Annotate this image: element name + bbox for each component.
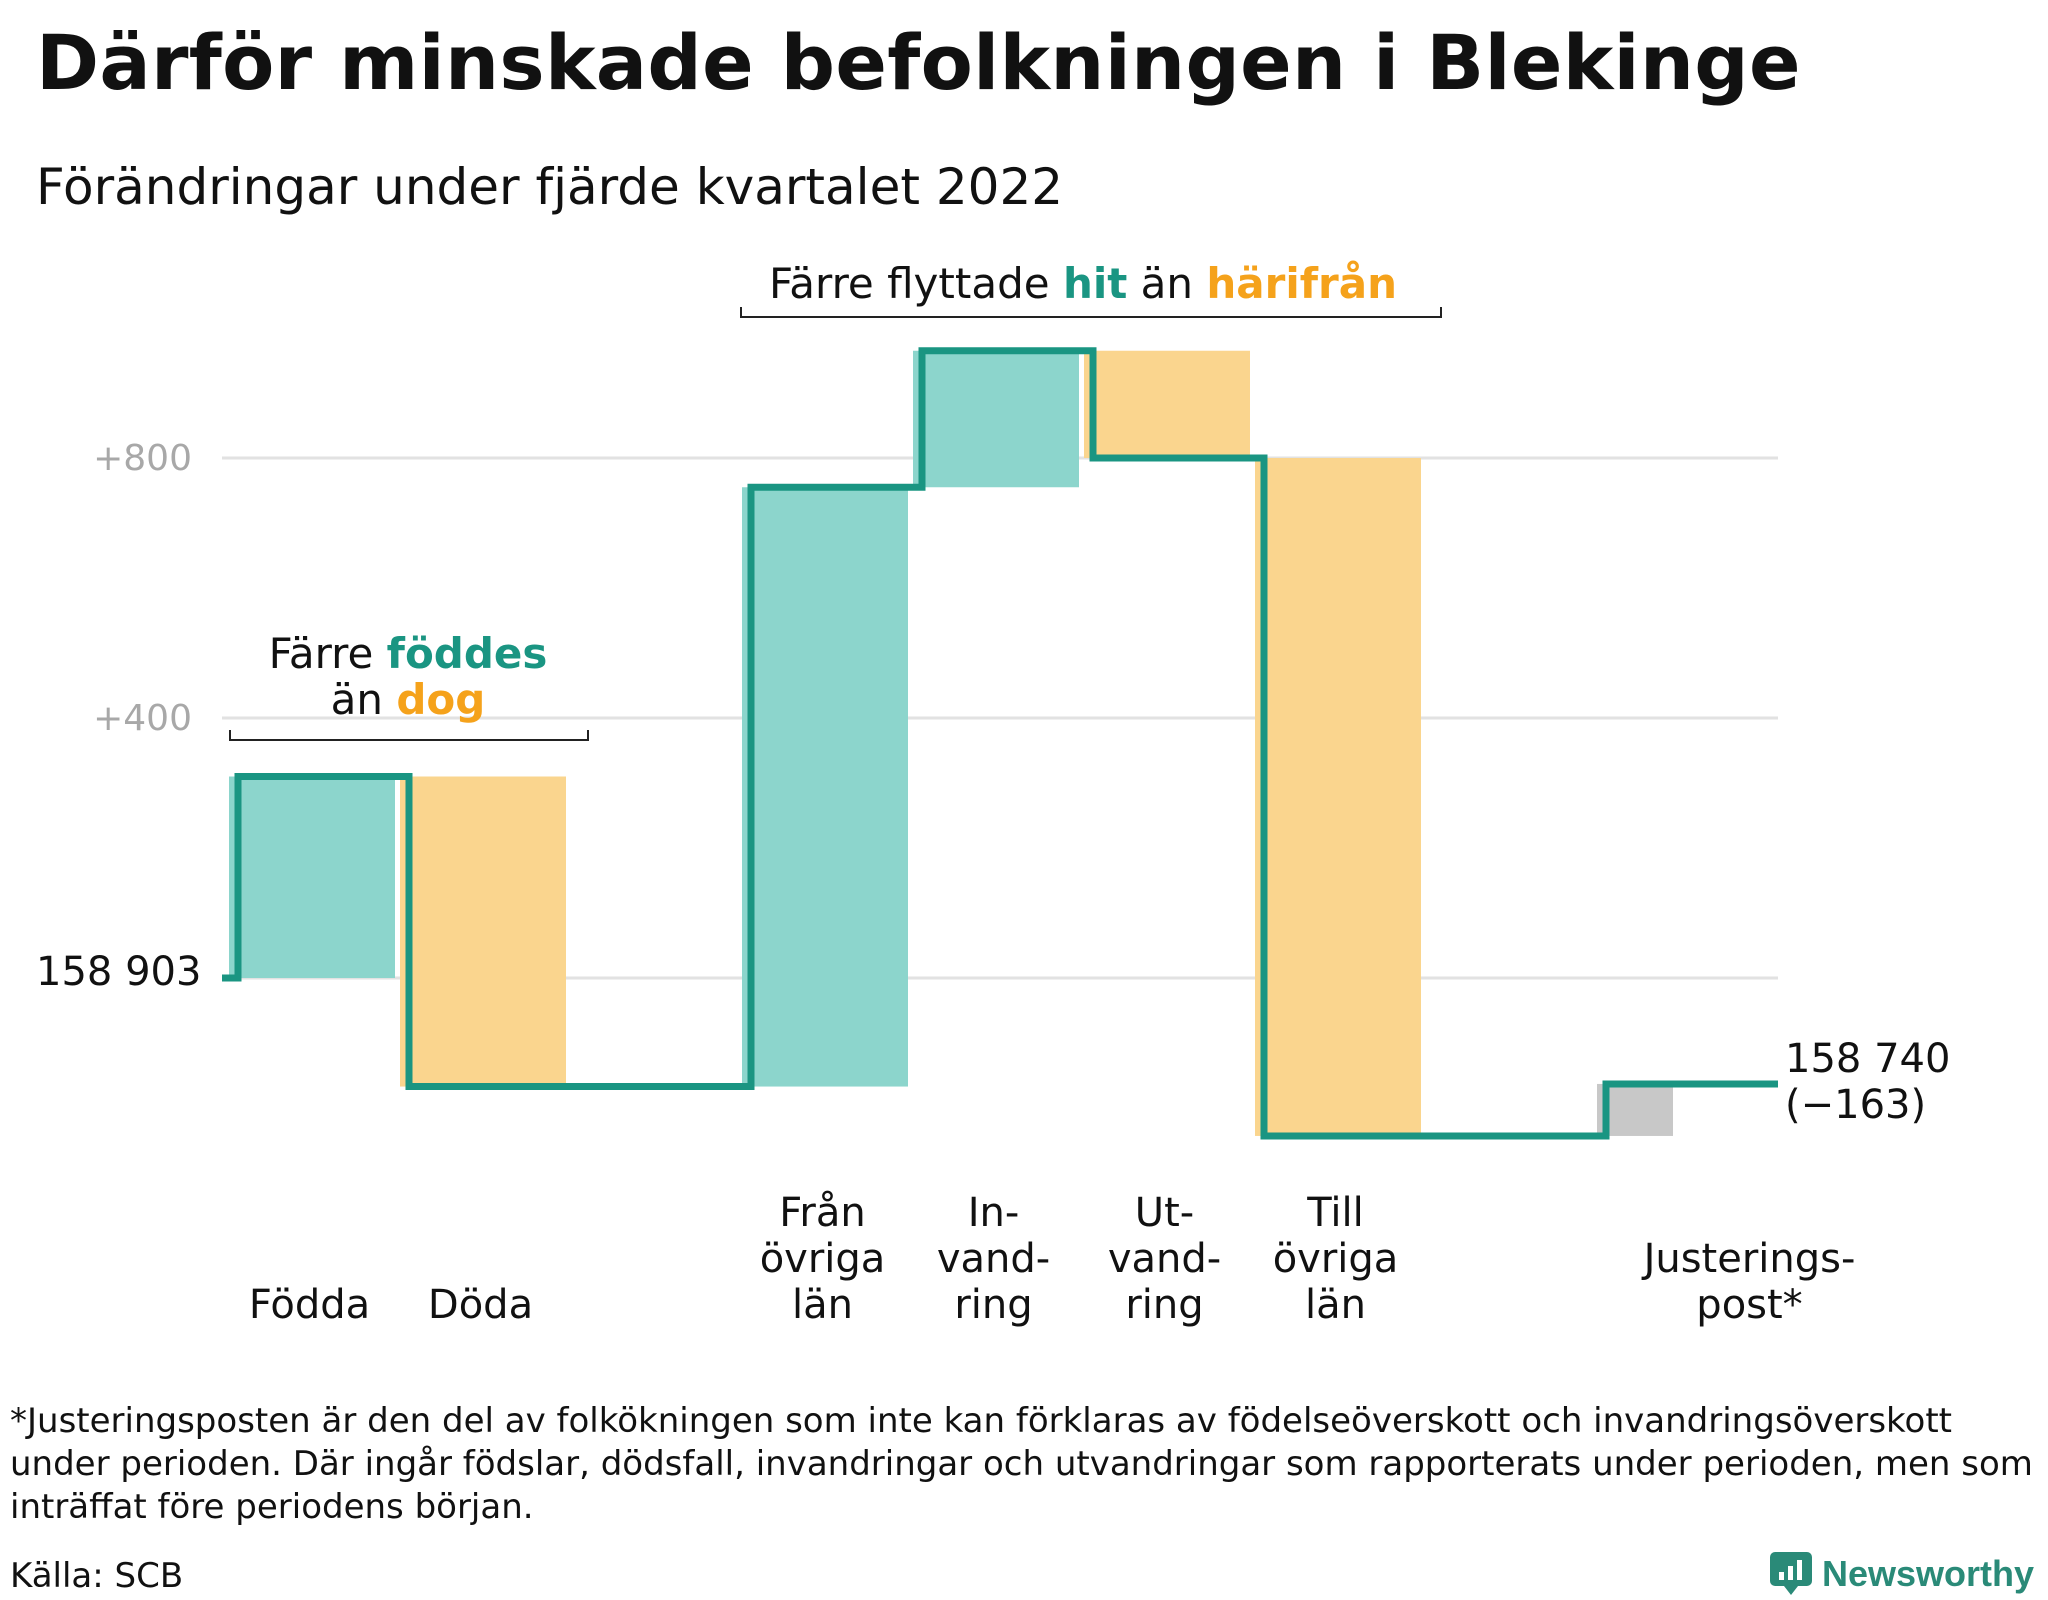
category-label: ring [954,1282,1032,1328]
category-label: övriga [1273,1236,1399,1282]
bar-increase [913,350,1079,488]
bar-adjustment [1597,1083,1673,1136]
start-value-label: 158 903 [36,949,201,995]
births-annotation-line2: än dog [331,675,486,724]
hit-highlight: hit [1063,259,1127,308]
y-tick-label: +400 [93,698,192,739]
y-tick-label: +800 [93,438,192,479]
cumulative-step-line [222,347,1778,1140]
category-label: Födda [249,1282,370,1328]
brand-name: Newsworthy [1822,1553,2035,1594]
category-label: ring [1125,1282,1203,1328]
chart-title: Därför minskade befolkningen i Blekinge [36,18,1801,107]
newsworthy-icon [1770,1552,1812,1595]
end-change-label: (−163) [1785,1082,1926,1128]
category-label: övriga [760,1236,886,1282]
bar-decrease [1255,458,1421,1136]
births-bracket [229,730,589,741]
end-value-label: 158 740 [1785,1036,1950,1082]
brand-logo: Newsworthy [1770,1552,2034,1596]
category-label: län [792,1282,853,1328]
births-highlight: föddes [387,629,548,678]
category-label: In- [968,1190,1020,1236]
category-labels: Födda DödaFrånövrigalänIn-vand-ringUt-van… [249,1190,1856,1328]
category-label: Från [779,1190,865,1236]
category-label: vand- [937,1236,1050,1282]
bar-decrease [400,776,566,1087]
migration-annotation: Färre flyttade hit än härifrån [740,259,1442,318]
source-label: Källa: SCB [10,1556,184,1596]
bar-decrease [1084,350,1250,458]
migration-bracket [740,307,1442,318]
category-label: Till [1306,1190,1364,1236]
births-annotation: Färre föddes än dog [229,629,589,741]
deaths-highlight: dog [396,675,485,724]
footnote: *Justeringsposten är den del av folkökni… [10,1401,2033,1527]
category-label: post* [1696,1282,1802,1328]
bar-increase [229,776,395,978]
waterfall-chart: +400+800 Födda DödaFrånövrigalänIn-vand-r… [36,259,1950,1328]
category-label: län [1305,1282,1366,1328]
category-label: Justerings- [1641,1236,1856,1282]
births-annotation-line1: Färre föddes [269,629,548,678]
chart-subtitle: Förändringar under fjärde kvartalet 2022 [36,158,1064,216]
bar-increase [742,487,908,1087]
category-label: Döda [428,1282,533,1328]
category-label: Ut- [1135,1190,1194,1236]
bars [229,350,1673,1136]
cumulative-line [222,347,1778,1140]
migration-annotation-text: Färre flyttade hit än härifrån [769,259,1397,308]
harifran-highlight: härifrån [1206,259,1397,308]
category-label: vand- [1108,1236,1221,1282]
